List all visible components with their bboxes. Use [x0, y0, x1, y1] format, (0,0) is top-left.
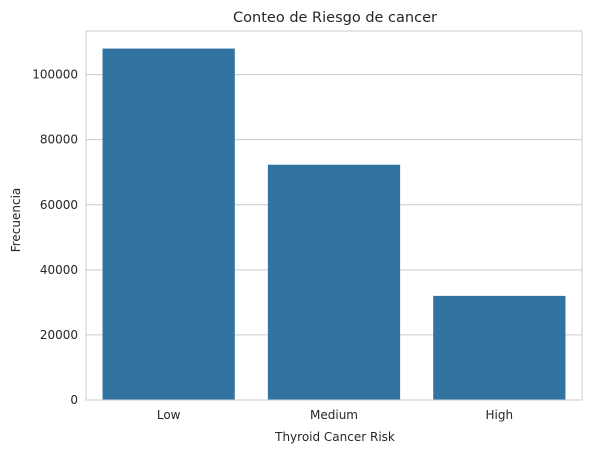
y-tick-label: 20000	[40, 328, 78, 342]
x-axis-label: Thyroid Cancer Risk	[274, 430, 395, 444]
x-tick-label: Low	[157, 408, 181, 422]
y-tick-label: 0	[70, 393, 78, 407]
bar-high	[433, 295, 566, 400]
x-tick-label: Medium	[310, 408, 358, 422]
y-tick-label: 80000	[40, 133, 78, 147]
bar-low	[102, 48, 235, 400]
y-tick-label: 60000	[40, 198, 78, 212]
chart-title: Conteo de Riesgo de cancer	[233, 10, 437, 26]
bar-medium	[267, 164, 401, 400]
x-tick-labels: Low Medium High	[157, 408, 513, 422]
y-tick-labels: 0 20000 40000 60000 80000 100000	[32, 68, 78, 407]
bars	[102, 48, 566, 400]
y-axis-label: Frecuencia	[9, 188, 23, 253]
plot-frame	[85, 30, 583, 401]
y-tick-label: 40000	[40, 263, 78, 277]
x-tick-label: High	[486, 408, 514, 422]
y-tick-label: 100000	[32, 68, 78, 82]
